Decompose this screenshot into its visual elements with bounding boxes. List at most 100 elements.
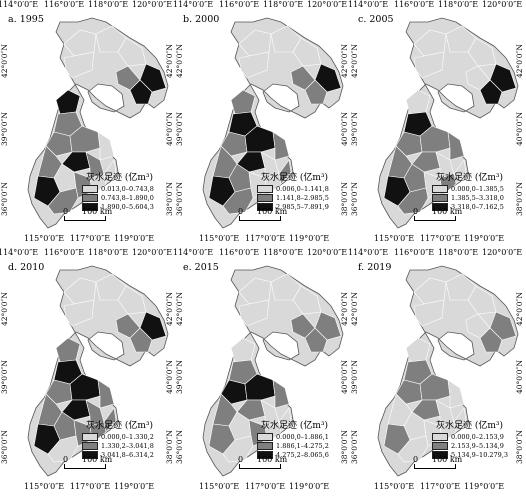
- legend-range: 1.330,2–3.041,8: [101, 442, 154, 450]
- legend-range: 0.000,0–1.886,1: [276, 433, 329, 441]
- legend-swatch: [257, 203, 273, 211]
- longitude-tick-bottom: 117°0′0″E: [245, 234, 286, 243]
- latitude-tick-right: 42°0′0″N: [340, 44, 349, 78]
- district-center-2: [272, 131, 290, 161]
- district-northeast-3: [290, 65, 316, 91]
- longitude-tick-top: 114°0′0″E: [173, 248, 214, 257]
- longitude-tick-top: 116°0′0″E: [44, 0, 85, 9]
- latitude-tick-left: 36°0′0″N: [350, 182, 359, 216]
- legend-row: 0.743,8–1.890,0: [82, 194, 174, 202]
- legend-range: 1.890,0–5.604,3: [101, 203, 154, 211]
- latitude-tick-right: 42°0′0″N: [165, 44, 174, 78]
- legend-row: 1.141,8–2.985,5: [257, 194, 349, 202]
- latitude-tick-right: 42°0′0″N: [515, 44, 524, 78]
- district-center-3: [411, 399, 441, 421]
- legend-swatch: [257, 442, 273, 450]
- longitude-tick-top: 120°0′0″E: [482, 248, 523, 257]
- longitude-tick-bottom: 117°0′0″E: [420, 234, 461, 243]
- district-northwest-1: [238, 51, 270, 79]
- map-legend: 灰水足迹 (亿m³) 0.006,0–1.141,8 1.141,8–2.985,5…: [257, 170, 349, 212]
- longitude-tick-top: 116°0′0″E: [219, 248, 260, 257]
- legend-swatch: [257, 194, 273, 202]
- district-center-3: [411, 151, 441, 173]
- legend-row: 3.041,8–6.314,2: [82, 451, 174, 459]
- district-northwest-1: [238, 299, 270, 327]
- region-map: [377, 17, 519, 229]
- region-map: [27, 265, 169, 477]
- district-northeast-3: [115, 313, 141, 339]
- latitude-tick-right: 40°0′0″N: [340, 360, 349, 394]
- longitude-tick-bottom: 115°0′0″E: [24, 234, 65, 243]
- legend-swatch: [82, 185, 98, 193]
- legend-title: 灰水足迹 (亿m³): [261, 173, 329, 183]
- longitude-tick-top: 118°0′0″E: [263, 0, 304, 9]
- legend-swatch: [82, 433, 98, 441]
- map-legend: 灰水足迹 (亿m³) 0.000,0–1.330,2 1.330,2–3.041,8…: [82, 418, 174, 460]
- legend-row: 1.890,0–5.604,3: [82, 203, 174, 211]
- district-north-1: [413, 277, 447, 305]
- scale-distance: 100 km: [432, 207, 463, 216]
- latitude-tick-left: 36°0′0″N: [0, 182, 9, 216]
- district-northeast-3: [465, 313, 491, 339]
- district-north-1: [238, 29, 272, 57]
- longitude-tick-top: 116°0′0″E: [394, 248, 435, 257]
- district-south-5: [222, 435, 254, 463]
- latitude-tick-left: 39°0′0″N: [350, 360, 359, 394]
- map-panel: 114°0′0″E 116°0′0″E 118°0′0″E 120°0′0″E 115°…: [348, 0, 525, 248]
- legend-title: 灰水足迹 (亿m³): [86, 421, 154, 431]
- longitude-tick-bottom: 117°0′0″E: [70, 482, 111, 491]
- legend-row: 5.134,9–10.279,3: [432, 451, 524, 459]
- scale-line: [414, 464, 456, 469]
- legend-swatch: [82, 194, 98, 202]
- legend-row: 1.886,1–4.275,2: [257, 442, 349, 450]
- district-northwest-1: [413, 51, 445, 79]
- panel-label: d. 2010: [8, 262, 45, 273]
- district-center-3: [236, 399, 266, 421]
- longitude-tick-top: 116°0′0″E: [44, 248, 85, 257]
- legend-range: 3.041,8–6.314,2: [101, 451, 154, 459]
- district-north-3: [117, 285, 147, 315]
- district-west-3: [220, 131, 248, 157]
- legend-range: 0.013,0–0.743,8: [101, 185, 154, 193]
- scale-zero: 0: [413, 207, 419, 216]
- legend-title: 灰水足迹 (亿m³): [86, 173, 154, 183]
- legend-swatch: [82, 203, 98, 211]
- district-north-1: [413, 29, 447, 57]
- legend-swatch: [82, 451, 98, 459]
- panel-label: e. 2015: [183, 262, 219, 273]
- district-north-1: [63, 277, 97, 305]
- longitude-tick-top: 118°0′0″E: [263, 248, 304, 257]
- district-center-2: [272, 379, 290, 409]
- scale-bar: 0 100 km: [63, 455, 114, 470]
- longitude-tick-top: 114°0′0″E: [173, 0, 214, 9]
- legend-swatch: [432, 442, 448, 450]
- district-north-3: [292, 285, 322, 315]
- longitude-tick-bottom: 117°0′0″E: [245, 482, 286, 491]
- panel-label: a. 1995: [8, 14, 44, 25]
- scale-bar: 0 100 km: [413, 207, 464, 222]
- longitude-tick-top: 120°0′0″E: [132, 248, 173, 257]
- longitude-tick-bottom: 115°0′0″E: [374, 482, 415, 491]
- legend-swatch: [257, 185, 273, 193]
- longitude-tick-bottom: 119°0′0″E: [464, 234, 505, 243]
- district-south-5: [47, 187, 79, 215]
- scale-zero: 0: [413, 455, 419, 464]
- latitude-tick-left: 42°0′0″N: [350, 292, 359, 326]
- district-center-3: [61, 399, 91, 421]
- scale-line: [64, 464, 106, 469]
- region-map: [27, 17, 169, 229]
- district-west-3: [45, 131, 73, 157]
- latitude-tick-left: 42°0′0″N: [175, 44, 184, 78]
- latitude-tick-left: 39°0′0″N: [0, 360, 9, 394]
- district-north-3: [467, 285, 497, 315]
- district-northeast-3: [290, 313, 316, 339]
- district-northeast-3: [115, 65, 141, 91]
- scale-zero: 0: [63, 207, 69, 216]
- legend-range: 0.006,0–1.141,8: [276, 185, 329, 193]
- longitude-tick-top: 120°0′0″E: [307, 248, 348, 257]
- district-south-5: [397, 187, 429, 215]
- scale-distance: 100 km: [432, 455, 463, 464]
- scale-line: [239, 464, 281, 469]
- latitude-tick-left: 42°0′0″N: [0, 44, 9, 78]
- longitude-tick-bottom: 115°0′0″E: [24, 482, 65, 491]
